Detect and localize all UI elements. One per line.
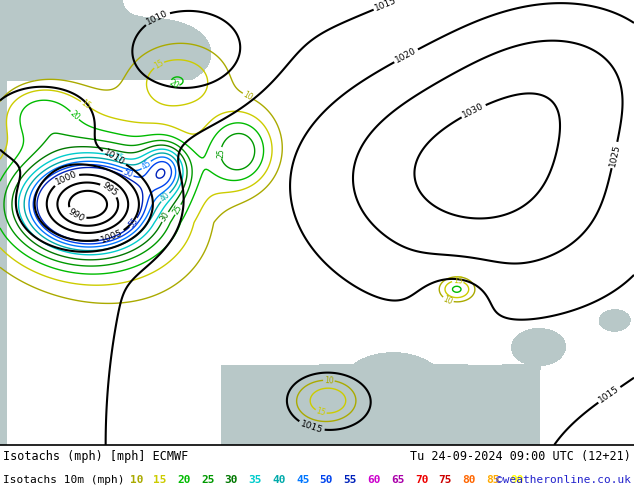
Text: 20: 20 (167, 78, 180, 91)
Text: 90: 90 (510, 475, 524, 485)
Text: 45: 45 (296, 475, 309, 485)
Text: 15: 15 (153, 475, 167, 485)
Text: 70: 70 (415, 475, 429, 485)
Text: ©weatheronline.co.uk: ©weatheronline.co.uk (496, 475, 631, 485)
Text: 75: 75 (439, 475, 452, 485)
Text: 55: 55 (344, 475, 357, 485)
Text: 1020: 1020 (394, 47, 418, 65)
Text: 10: 10 (442, 294, 455, 306)
Text: 995: 995 (100, 181, 119, 198)
Text: 1030: 1030 (461, 102, 486, 120)
Text: 1010: 1010 (145, 9, 170, 27)
Text: 1010: 1010 (102, 148, 127, 168)
Text: Tu 24-09-2024 09:00 UTC (12+21): Tu 24-09-2024 09:00 UTC (12+21) (410, 450, 631, 463)
Text: 1015: 1015 (299, 419, 324, 435)
Text: 50: 50 (122, 168, 134, 180)
Text: 10: 10 (129, 475, 143, 485)
Text: 15: 15 (79, 98, 93, 111)
Text: 20: 20 (68, 109, 81, 122)
Text: 35: 35 (249, 475, 262, 485)
Text: 1025: 1025 (607, 143, 621, 167)
Text: 1015: 1015 (597, 385, 621, 405)
Text: 45: 45 (139, 158, 153, 172)
Text: 15: 15 (315, 406, 327, 418)
Text: 15: 15 (453, 276, 463, 286)
Text: 990: 990 (67, 207, 86, 223)
Text: 40: 40 (272, 475, 286, 485)
Text: 55: 55 (127, 216, 140, 229)
Text: 1000: 1000 (54, 170, 79, 187)
Text: Isotachs 10m (mph): Isotachs 10m (mph) (3, 475, 125, 485)
Text: 1015: 1015 (374, 0, 398, 13)
Text: Isotachs (mph) [mph] ECMWF: Isotachs (mph) [mph] ECMWF (3, 450, 188, 463)
Text: 25: 25 (201, 475, 214, 485)
Text: 1005: 1005 (100, 228, 124, 245)
Text: 15: 15 (152, 58, 165, 71)
Text: 50: 50 (320, 475, 333, 485)
Text: 10: 10 (324, 375, 334, 385)
Text: 25: 25 (172, 203, 184, 216)
Text: 60: 60 (367, 475, 381, 485)
Text: 65: 65 (391, 475, 404, 485)
Text: 30: 30 (159, 211, 172, 223)
Text: 30: 30 (224, 475, 238, 485)
Text: 25: 25 (216, 148, 225, 158)
Text: 80: 80 (462, 475, 476, 485)
Text: 40: 40 (158, 191, 172, 204)
Text: 10: 10 (242, 90, 254, 102)
Text: 85: 85 (486, 475, 500, 485)
Text: 20: 20 (177, 475, 191, 485)
Text: 35: 35 (113, 152, 125, 163)
